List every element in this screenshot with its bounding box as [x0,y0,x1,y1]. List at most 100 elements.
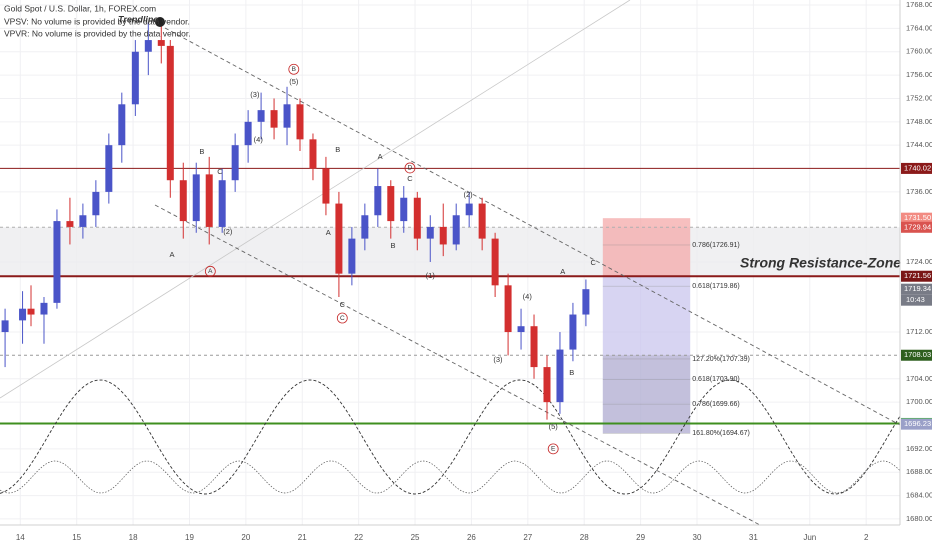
trendline-label: Trendline [118,14,158,24]
candle-body [413,197,421,239]
price-label-box [901,349,932,361]
wave-label: E [551,446,556,453]
x-tick-label: 31 [749,533,758,542]
y-tick-label: 1744.00 [906,140,932,149]
candle-body [105,145,113,192]
price-label-box [901,212,932,224]
fib-label: 161.80%(1694.67) [692,430,750,437]
candle-body [491,238,499,286]
x-tick-label: 19 [185,533,194,542]
trend-line [0,0,631,399]
x-tick-label: 21 [298,533,307,542]
candle-body [144,40,152,52]
candle-body [530,326,538,368]
wave-label: C [591,258,597,267]
candle-body [426,226,434,239]
candle-body [192,174,200,222]
candle-body [439,226,447,245]
candle-body [322,168,330,204]
indicator-status: VPSV: No volume is provided by the data … [4,16,190,26]
candle-body [118,104,126,146]
cycle-curve [0,379,901,495]
candle-body [27,308,35,315]
wave-label: A [560,267,565,276]
fib-label: 0.618(1703.90) [692,376,739,383]
resistance-zone [0,227,900,277]
y-tick-label: 1756.00 [906,70,932,79]
wave-label: (3) [250,90,260,99]
axes: 1768.00 1764.00 1760.00 1756.00 1752.00 1748.… [16,0,932,542]
candle-body [387,186,395,222]
x-tick-label: 27 [523,533,532,542]
fib-label: 0.786(1726.91) [692,242,739,249]
x-tick-label: 28 [580,533,589,542]
candle-body [400,197,408,222]
price-label: 1731.50 [904,213,931,222]
price-label-box [901,283,932,295]
candle-body [131,51,139,105]
y-tick-label: 1724.00 [906,257,932,266]
candle-body [166,45,174,181]
y-tick-label: 1736.00 [906,187,932,196]
chart-title: Gold Spot / U.S. Dollar, 1h, FOREX.com [4,3,156,13]
price-label: 1708.03 [904,350,931,359]
candle-body [309,139,317,169]
background-layer [0,167,900,434]
wave-circle [336,312,348,324]
wave-circle [547,443,559,455]
oscillator [0,379,901,495]
candle-body [283,104,291,128]
candle-body [556,349,564,403]
wave-label: B [335,145,340,154]
wave-label: A [208,268,213,275]
candle-body [157,40,165,46]
candle-body [79,215,87,227]
candle-body [543,367,551,403]
candle-body [569,314,577,350]
price-label: 1696.23 [904,419,931,428]
y-tick-label: 1752.00 [906,93,932,102]
wave-label: (5) [289,77,299,86]
candle-body [361,215,369,239]
candle-body [374,186,382,216]
wave-label: (2) [463,190,473,199]
price-label: 1729.94 [904,222,931,231]
wave-label: (5) [549,422,559,431]
candle-body [335,203,343,274]
candles [1,22,590,420]
indicator-status: VPVR: No volume is provided by the data … [4,28,191,38]
trendline-dot [155,17,165,27]
x-tick-label: 20 [241,533,250,542]
candle-body [270,110,278,128]
wave-label: (2) [223,227,233,236]
y-tick-label: 1700.00 [906,397,932,406]
candle-body [452,215,460,245]
y-tick-label: 1768.00 [906,0,932,9]
fib-label: 0.618(1719.86) [692,283,739,290]
wave-circle [404,162,416,174]
wave-label: C [407,174,413,183]
x-tick-label: 14 [16,533,25,542]
y-tick-label: 1680.00 [906,514,932,523]
wave-label: C [340,315,345,322]
price-label: 1740.02 [904,163,931,172]
wave-label: A [169,250,174,259]
wave-label: A [378,152,383,161]
countdown-box [901,294,932,306]
y-tick-label: 1760.00 [906,47,932,56]
wave-circle [204,265,216,277]
candle-body [1,320,9,333]
x-tick-label: 26 [467,533,476,542]
price-label-box [901,221,932,233]
candle-body [296,104,304,140]
fib-label: 0.786(1699.66) [692,401,739,408]
cycle-curve [0,460,901,494]
y-tick-label: 1684.00 [906,491,932,500]
wave-label: B [569,368,574,377]
x-tick-label: 30 [693,533,702,542]
candle-body [517,326,525,333]
wave-label: (4) [523,292,533,301]
candle-body [53,221,61,303]
wave-label: B [391,241,396,250]
